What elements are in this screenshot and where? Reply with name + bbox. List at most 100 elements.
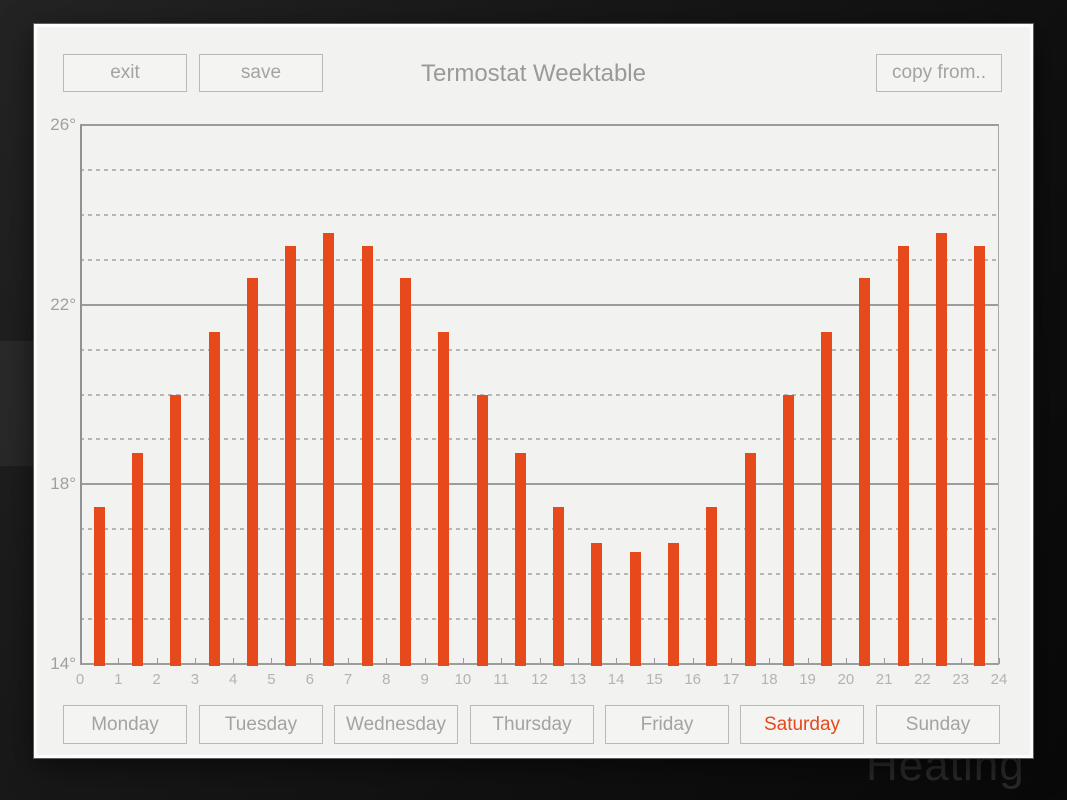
x-axis-tick	[616, 658, 618, 664]
temperature-bar-hour-11[interactable]	[514, 452, 526, 666]
gridline-minor	[80, 258, 999, 261]
day-tab-monday[interactable]: Monday	[63, 705, 187, 744]
y-axis-label: 14°	[50, 654, 76, 673]
gridline-major	[80, 124, 999, 126]
gridline-minor	[80, 438, 999, 441]
temperature-bar-hour-13[interactable]	[591, 542, 603, 666]
x-axis-tick	[845, 658, 847, 664]
x-axis-tick	[233, 658, 235, 664]
temperature-bar-hour-22[interactable]	[936, 232, 948, 666]
x-axis-label: 11	[493, 671, 509, 688]
x-axis-label: 23	[952, 671, 970, 688]
temperature-bar-hour-12[interactable]	[553, 506, 565, 666]
x-axis-label: 16	[684, 671, 701, 688]
day-tab-friday[interactable]: Friday	[605, 705, 729, 744]
x-axis-label: 0	[75, 671, 85, 688]
temperature-bar-hour-2[interactable]	[170, 394, 182, 666]
gridline-minor	[80, 618, 999, 621]
x-axis-label: 24	[990, 671, 1008, 688]
gridline-minor	[80, 213, 999, 216]
gridline-major	[80, 483, 999, 486]
x-axis-tick	[922, 658, 924, 664]
temperature-bar-hour-3[interactable]	[208, 331, 220, 666]
x-axis-label: 19	[799, 671, 816, 688]
temperature-bar-hour-1[interactable]	[131, 452, 143, 666]
x-axis-label: 21	[875, 671, 893, 688]
x-axis-label: 9	[420, 671, 429, 688]
x-axis-label: 17	[722, 671, 740, 688]
gridline-major	[80, 303, 999, 306]
x-axis-tick	[577, 658, 579, 664]
background-panel-edge	[0, 341, 34, 466]
gridline-minor	[80, 168, 999, 171]
x-axis-tick	[501, 658, 503, 664]
x-axis-label: 8	[382, 671, 391, 688]
x-axis-tick	[348, 658, 350, 664]
x-axis-label: 12	[531, 671, 548, 688]
gridline-minor	[80, 573, 999, 576]
x-axis-label: 7	[343, 671, 353, 688]
day-tab-thursday[interactable]: Thursday	[470, 705, 594, 744]
temperature-bar-chart: 0 1 2 3 4 5 6 7 8 9 10 11 12 13 14 15 16 17 18 19 20 21 22 23 24	[76, 124, 1007, 688]
x-axis-label: 20	[837, 671, 855, 688]
temperature-bar-hour-7[interactable]	[361, 246, 373, 666]
x-axis-tick	[424, 658, 426, 664]
x-axis-label: 1	[114, 671, 123, 688]
x-axis-label: 5	[267, 671, 276, 688]
temperature-bar-hour-4[interactable]	[246, 277, 258, 666]
copy-from-button[interactable]: copy from..	[876, 54, 1002, 92]
x-axis-tick	[999, 658, 1000, 664]
x-axis-label: 10	[454, 671, 472, 688]
gridline-minor	[80, 393, 999, 396]
x-axis-tick	[386, 658, 388, 664]
x-axis-label: 6	[305, 671, 314, 688]
x-axis-tick	[539, 658, 541, 664]
day-tab-sunday[interactable]: Sunday	[876, 705, 1000, 744]
x-axis-tick	[654, 658, 656, 664]
temperature-bar-hour-17[interactable]	[744, 452, 756, 666]
temperature-bar-hour-5[interactable]	[285, 246, 297, 666]
save-button[interactable]: save	[199, 54, 323, 92]
temperature-bar-hour-9[interactable]	[438, 331, 450, 666]
day-tab-wednesday[interactable]: Wednesday	[334, 705, 458, 744]
temperature-bar-hour-8[interactable]	[399, 277, 411, 666]
temperature-bar-hour-6[interactable]	[323, 232, 335, 666]
x-axis-tick	[769, 658, 771, 664]
x-axis-tick	[118, 658, 120, 664]
x-axis-tick	[692, 658, 694, 664]
x-axis-tick	[80, 658, 81, 664]
y-axis-label: 22°	[50, 294, 76, 314]
y-axis-line	[80, 125, 82, 664]
temperature-bar-hour-14[interactable]	[629, 551, 641, 666]
x-axis-label: 22	[914, 671, 931, 688]
thermostat-weektable-dialog: exit save Termostat Weektable copy from.…	[34, 24, 1033, 758]
plot-right-border	[998, 125, 999, 664]
temperature-bar-hour-16[interactable]	[706, 506, 718, 666]
temperature-bar-hour-20[interactable]	[859, 277, 871, 666]
temperature-bar-hour-18[interactable]	[782, 394, 794, 666]
x-axis-label: 3	[190, 671, 200, 688]
gridline-major	[80, 663, 999, 665]
x-axis-label: 4	[228, 671, 238, 688]
x-axis-label: 14	[607, 671, 625, 688]
temperature-bar-hour-0[interactable]	[93, 506, 105, 666]
temperature-bar-hour-23[interactable]	[974, 246, 986, 666]
x-axis-tick	[194, 658, 196, 664]
exit-button[interactable]: exit	[63, 54, 187, 92]
x-axis-label: 18	[760, 671, 778, 688]
gridline-minor	[80, 528, 999, 531]
x-axis-tick	[309, 658, 311, 664]
x-axis-tick	[960, 658, 962, 664]
x-axis-label: 2	[152, 671, 161, 688]
day-tab-saturday[interactable]: Saturday	[740, 705, 864, 744]
day-tab-tuesday[interactable]: Tuesday	[199, 705, 323, 744]
temperature-bar-hour-21[interactable]	[897, 246, 909, 666]
x-axis-tick	[730, 658, 732, 664]
temperature-bar-hour-10[interactable]	[476, 394, 488, 666]
x-axis-tick	[462, 658, 464, 664]
temperature-bar-hour-19[interactable]	[821, 331, 833, 666]
x-axis-tick	[156, 658, 158, 664]
y-axis-label: 18°	[50, 474, 76, 494]
x-axis-label: 15	[646, 671, 663, 688]
temperature-bar-hour-15[interactable]	[668, 542, 680, 666]
